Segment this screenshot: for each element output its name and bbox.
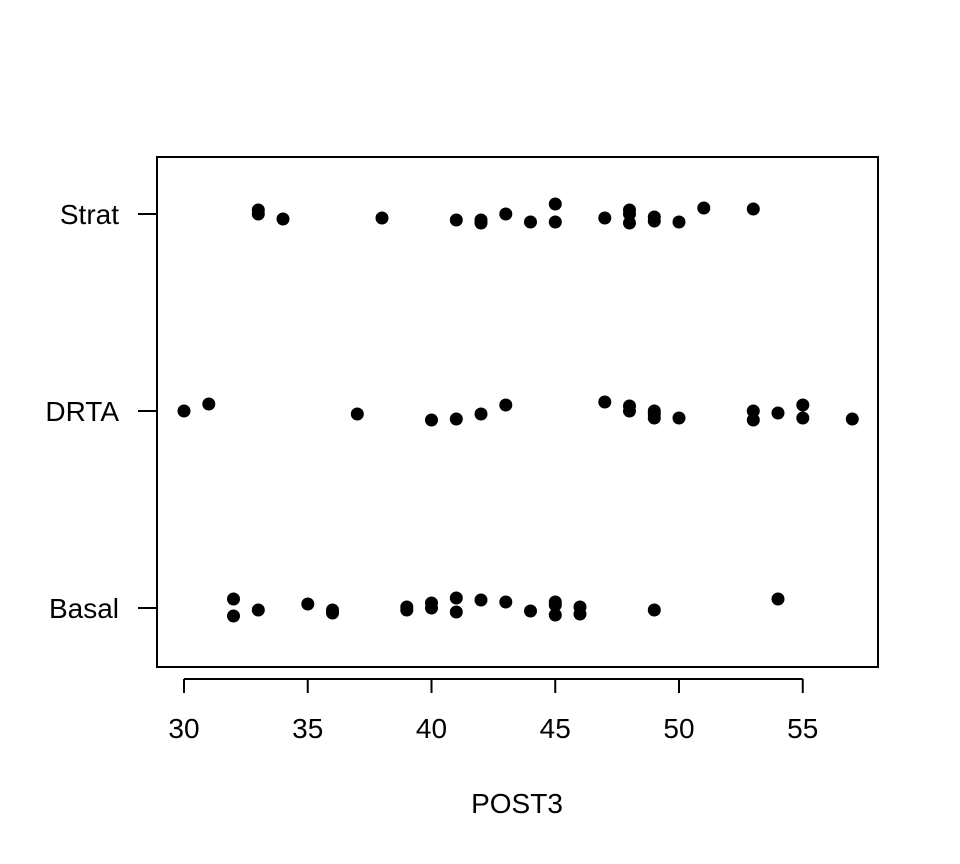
x-tick-label: 45 bbox=[540, 713, 571, 744]
data-point-strat bbox=[251, 207, 265, 221]
data-point-drta bbox=[771, 406, 785, 420]
data-points bbox=[177, 197, 859, 623]
data-point-strat bbox=[647, 214, 661, 228]
data-point-basal bbox=[301, 597, 315, 611]
data-point-strat bbox=[598, 211, 612, 225]
data-point-drta bbox=[425, 413, 438, 427]
data-point-drta bbox=[796, 411, 810, 425]
plot-frame bbox=[156, 156, 879, 668]
data-point-drta bbox=[746, 413, 760, 427]
data-point-basal bbox=[251, 603, 265, 617]
x-axis-title: POST3 bbox=[471, 788, 563, 819]
data-point-drta bbox=[449, 412, 463, 426]
data-point-drta bbox=[202, 397, 216, 411]
data-point-basal bbox=[573, 607, 587, 621]
data-point-drta bbox=[499, 398, 513, 412]
data-point-strat bbox=[499, 207, 513, 221]
data-point-basal bbox=[400, 603, 414, 617]
data-point-strat bbox=[548, 215, 562, 229]
data-point-strat bbox=[548, 197, 562, 211]
data-point-basal bbox=[771, 592, 785, 606]
data-point-basal bbox=[548, 608, 562, 622]
data-point-basal bbox=[449, 591, 463, 605]
data-point-drta bbox=[796, 398, 810, 412]
data-point-strat bbox=[746, 202, 760, 216]
data-point-drta bbox=[746, 404, 760, 418]
x-tick-label: 30 bbox=[168, 713, 199, 744]
data-point-basal bbox=[227, 609, 240, 623]
data-point-basal bbox=[227, 592, 240, 606]
data-point-drta bbox=[474, 407, 488, 421]
data-point-strat bbox=[449, 213, 463, 227]
x-tick-label: 40 bbox=[416, 713, 447, 744]
data-point-basal bbox=[524, 604, 537, 618]
data-point-basal bbox=[548, 598, 562, 612]
data-point-basal bbox=[474, 593, 488, 607]
x-axis: 30 35 40 45 50 55 bbox=[168, 678, 818, 744]
data-point-strat bbox=[474, 216, 488, 230]
y-tick-label: Basal bbox=[49, 593, 119, 624]
y-axis: Basal DRTA Strat bbox=[45, 199, 157, 624]
data-point-basal bbox=[326, 606, 339, 620]
data-point-drta bbox=[623, 404, 636, 418]
data-point-strat bbox=[623, 216, 636, 230]
data-point-basal bbox=[425, 601, 438, 615]
x-tick-label: 55 bbox=[787, 713, 818, 744]
y-tick-label: Strat bbox=[60, 199, 119, 230]
x-tick-label: 35 bbox=[292, 713, 323, 744]
x-tick-label: 50 bbox=[663, 713, 694, 744]
data-point-strat bbox=[697, 201, 711, 215]
data-point-strat bbox=[623, 207, 636, 221]
data-point-drta bbox=[845, 412, 859, 426]
data-point-strat bbox=[375, 211, 389, 225]
data-point-drta bbox=[598, 395, 612, 409]
data-point-drta bbox=[177, 404, 191, 418]
data-point-basal bbox=[449, 605, 463, 619]
y-tick-label: DRTA bbox=[45, 396, 119, 427]
data-point-strat bbox=[524, 215, 537, 229]
data-point-basal bbox=[499, 595, 513, 609]
data-point-strat bbox=[276, 212, 290, 226]
data-point-drta bbox=[672, 411, 686, 425]
data-point-drta bbox=[647, 411, 661, 425]
data-point-basal bbox=[647, 603, 661, 617]
data-point-strat bbox=[672, 215, 686, 229]
data-point-drta bbox=[350, 407, 364, 421]
